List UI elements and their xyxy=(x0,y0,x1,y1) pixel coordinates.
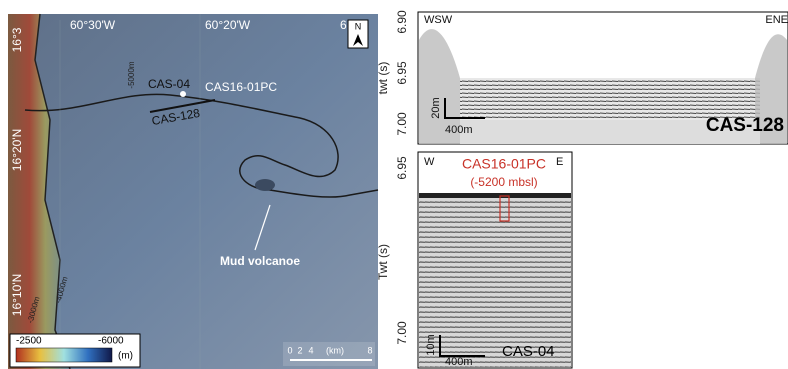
contour-label: -5000m xyxy=(127,61,136,88)
hscale: 400m xyxy=(445,124,473,136)
north-arrow xyxy=(353,34,363,46)
direction-label: ENE xyxy=(765,14,788,26)
scale-bg xyxy=(283,342,375,366)
map-panel: 60°30'W 60°20'W 6 16°3 16°20'N 16°10'N N… xyxy=(8,13,379,369)
lon-label: 6 xyxy=(340,18,347,32)
feature-label: Mud volcanoe xyxy=(220,254,300,268)
scale-bar: 0 2 4 (km) 8 xyxy=(283,342,375,366)
site-label: CAS-04 xyxy=(148,77,190,91)
basement-high xyxy=(419,29,460,144)
tick-label: 7.00 xyxy=(395,321,409,345)
tick-label: 7.00 xyxy=(395,112,409,136)
scale-bar xyxy=(439,335,485,357)
tick-label: 6.90 xyxy=(395,10,409,34)
axis-label: Twt (s) xyxy=(376,244,390,280)
profile-bottom: W E CAS16-01PC (-5200 mbsl) Twt (s) 6.95… xyxy=(376,151,573,369)
profile-name: CAS-04 xyxy=(502,343,555,360)
vscale: 10m xyxy=(425,334,437,355)
feature-arrow xyxy=(254,204,271,251)
scale-tick: 0 xyxy=(287,345,292,355)
lat-label: 16°3 xyxy=(10,27,24,52)
scale-tick: 8 xyxy=(367,345,372,355)
vscale: 20m xyxy=(430,97,442,118)
tick-label: 6.95 xyxy=(395,156,409,180)
scale-bar xyxy=(444,98,485,119)
graticule xyxy=(59,14,201,369)
reflectors xyxy=(419,193,571,367)
lon-label: 60°20'W xyxy=(205,18,251,32)
direction-label: WSW xyxy=(424,14,453,26)
mud-volcano xyxy=(255,179,275,191)
scale-tick: 2 xyxy=(297,345,302,355)
reflectors xyxy=(460,78,760,120)
legend-unit: (m) xyxy=(118,351,133,362)
land xyxy=(8,14,70,369)
basement-high xyxy=(755,34,787,144)
legend-max: -6000 xyxy=(98,336,124,347)
profile-top: WSW ENE twt (s) 6.90 6.95 7.00 20m 400m … xyxy=(376,10,788,145)
direction-label: W xyxy=(424,156,435,168)
lat-label: 16°20'N xyxy=(10,129,24,171)
direction-label: E xyxy=(556,156,563,168)
colorbar xyxy=(15,347,113,363)
north-label: N xyxy=(355,21,362,31)
hscale: 400m xyxy=(445,356,473,368)
coastline xyxy=(34,13,71,369)
core-site xyxy=(180,91,186,97)
core-depth: (-5200 mbsl) xyxy=(470,175,537,189)
seafloor xyxy=(419,193,571,198)
profile-name: CAS-128 xyxy=(706,115,784,136)
site-label: CAS16-01PC xyxy=(205,80,277,94)
scale-unit: (km) xyxy=(326,345,344,355)
core-label: CAS16-01PC xyxy=(462,156,546,172)
axis-label: twt (s) xyxy=(376,62,390,95)
lon-label: 60°30'W xyxy=(70,18,116,32)
lower-section xyxy=(460,120,760,144)
seismic-line xyxy=(149,99,216,113)
tick-label: 6.95 xyxy=(395,61,409,85)
scale-tick: 4 xyxy=(308,345,313,355)
legend-min: -2500 xyxy=(16,336,42,347)
lat-label: 16°10'N xyxy=(10,274,24,316)
map-background xyxy=(8,14,378,369)
core-location xyxy=(499,195,510,222)
